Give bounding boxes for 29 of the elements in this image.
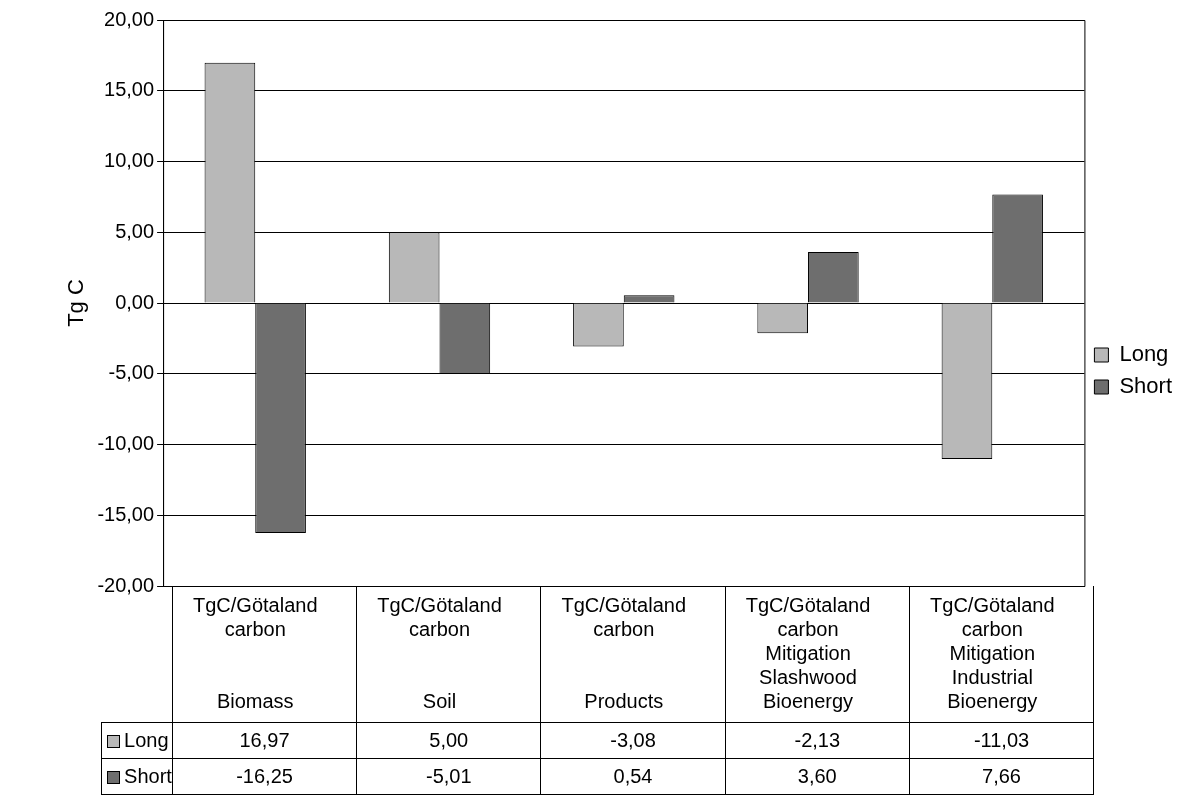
data-label: -5,01 <box>356 758 541 795</box>
y-axis-title: Tg C <box>63 279 89 327</box>
data-label: 0,54 <box>540 758 726 795</box>
data-label: -11,03 <box>909 722 1094 759</box>
legend-label: Short <box>1119 373 1173 399</box>
y-tick-label: -20,00 <box>97 573 155 596</box>
y-tick-label: -10,00 <box>97 432 155 455</box>
category-label: TgC/Götaland carbon Products <box>561 593 687 712</box>
category-label: TgC/Götaland carbon Biomass <box>192 593 318 712</box>
data-label: 16,97 <box>172 722 357 759</box>
text: Long <box>124 729 169 751</box>
y-tick-label: 5,00 <box>115 219 155 242</box>
data-label: -2,13 <box>725 722 910 759</box>
data-label: -16,25 <box>172 758 357 795</box>
data-label: 5,00 <box>356 722 541 759</box>
data-label: -3,08 <box>540 722 726 759</box>
x-tick-label: TgC/Götaland carbon Mitigation Industrial Bioenergy <box>930 593 1055 712</box>
legend-label: Long <box>1119 341 1169 367</box>
category-label: TgC/Götaland carbon Soil <box>377 593 502 712</box>
y-tick-label: -5,00 <box>108 361 155 384</box>
y-tick-label: 20,00 <box>104 7 155 30</box>
data-label: 3,60 <box>725 758 910 795</box>
y-tick-label: 0,00 <box>115 290 155 313</box>
y-tick-label: -15,00 <box>97 502 155 525</box>
x-tick-label: TgC/Götaland carbon Mitigation Slashwood Bioenergy <box>745 593 871 712</box>
y-tick-label: 10,00 <box>104 149 155 172</box>
y-tick-label: 15,00 <box>104 78 155 101</box>
data-label: 7,66 <box>909 758 1094 795</box>
text: Short <box>124 765 172 787</box>
